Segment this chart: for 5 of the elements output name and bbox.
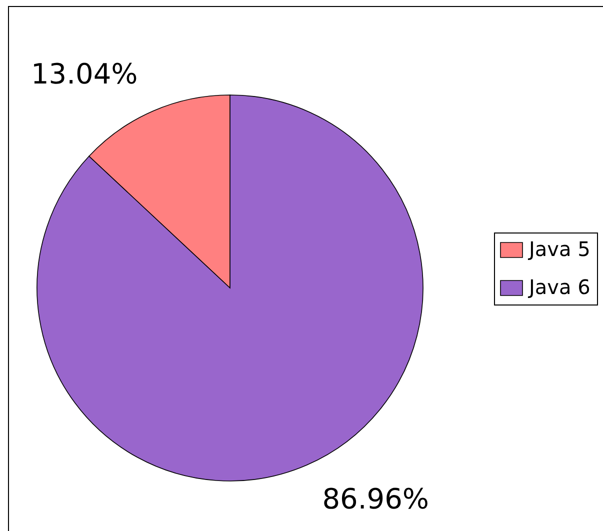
legend-label: Java 5 bbox=[527, 237, 590, 261]
legend-label: Java 6 bbox=[527, 275, 590, 299]
pie-slice bbox=[36, 94, 424, 482]
data-label: 13.04% bbox=[30, 58, 138, 91]
data-label: 86.96% bbox=[322, 482, 430, 516]
